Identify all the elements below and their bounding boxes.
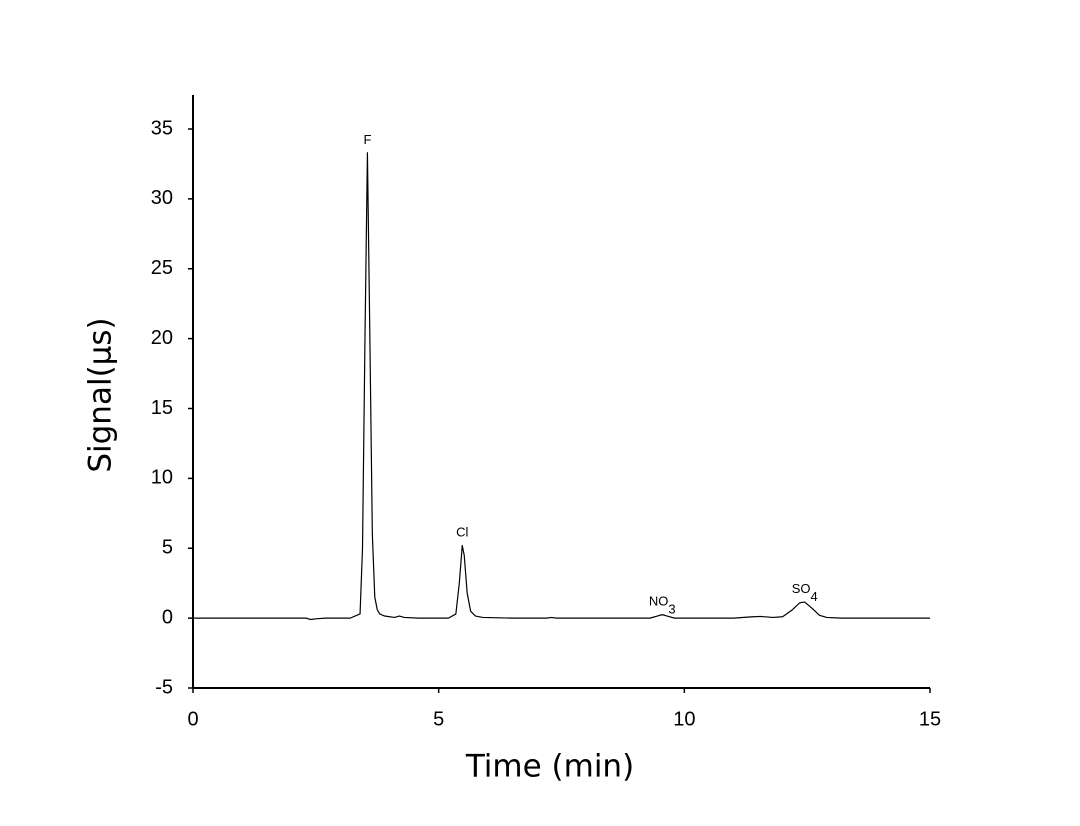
y-tick-label: 25 — [151, 257, 173, 279]
y-tick-label: -5 — [155, 676, 173, 698]
y-tick-label: 20 — [151, 327, 173, 349]
peak-label-part: 3 — [668, 602, 675, 617]
peak-label-part: Cl — [456, 525, 468, 540]
peak-label: SO4 — [792, 581, 818, 604]
x-tick-label: 10 — [673, 708, 695, 730]
peak-label-part: NO — [649, 594, 669, 609]
y-axis-title: Signal(μs) — [83, 317, 119, 472]
peak-label: Cl — [456, 525, 468, 540]
signal-line — [193, 152, 930, 621]
y-tick-label: 30 — [151, 187, 173, 209]
y-tick-label: 15 — [151, 397, 173, 419]
peak-label-part: 4 — [810, 589, 817, 604]
peak-label: F — [363, 132, 371, 147]
x-tick-label: 0 — [187, 708, 198, 730]
y-tick-label: 10 — [151, 467, 173, 489]
y-tick-label: 0 — [162, 606, 173, 628]
y-tick-label: 35 — [151, 117, 173, 139]
peak-label-part: F — [363, 132, 371, 147]
x-tick-label: 5 — [433, 708, 444, 730]
peak-label: NO3 — [649, 594, 676, 617]
peak-label-part: SO — [792, 581, 811, 596]
x-axis-title: Time (min) — [465, 749, 634, 785]
x-tick-label: 15 — [919, 708, 941, 730]
y-tick-label: 5 — [162, 537, 173, 559]
